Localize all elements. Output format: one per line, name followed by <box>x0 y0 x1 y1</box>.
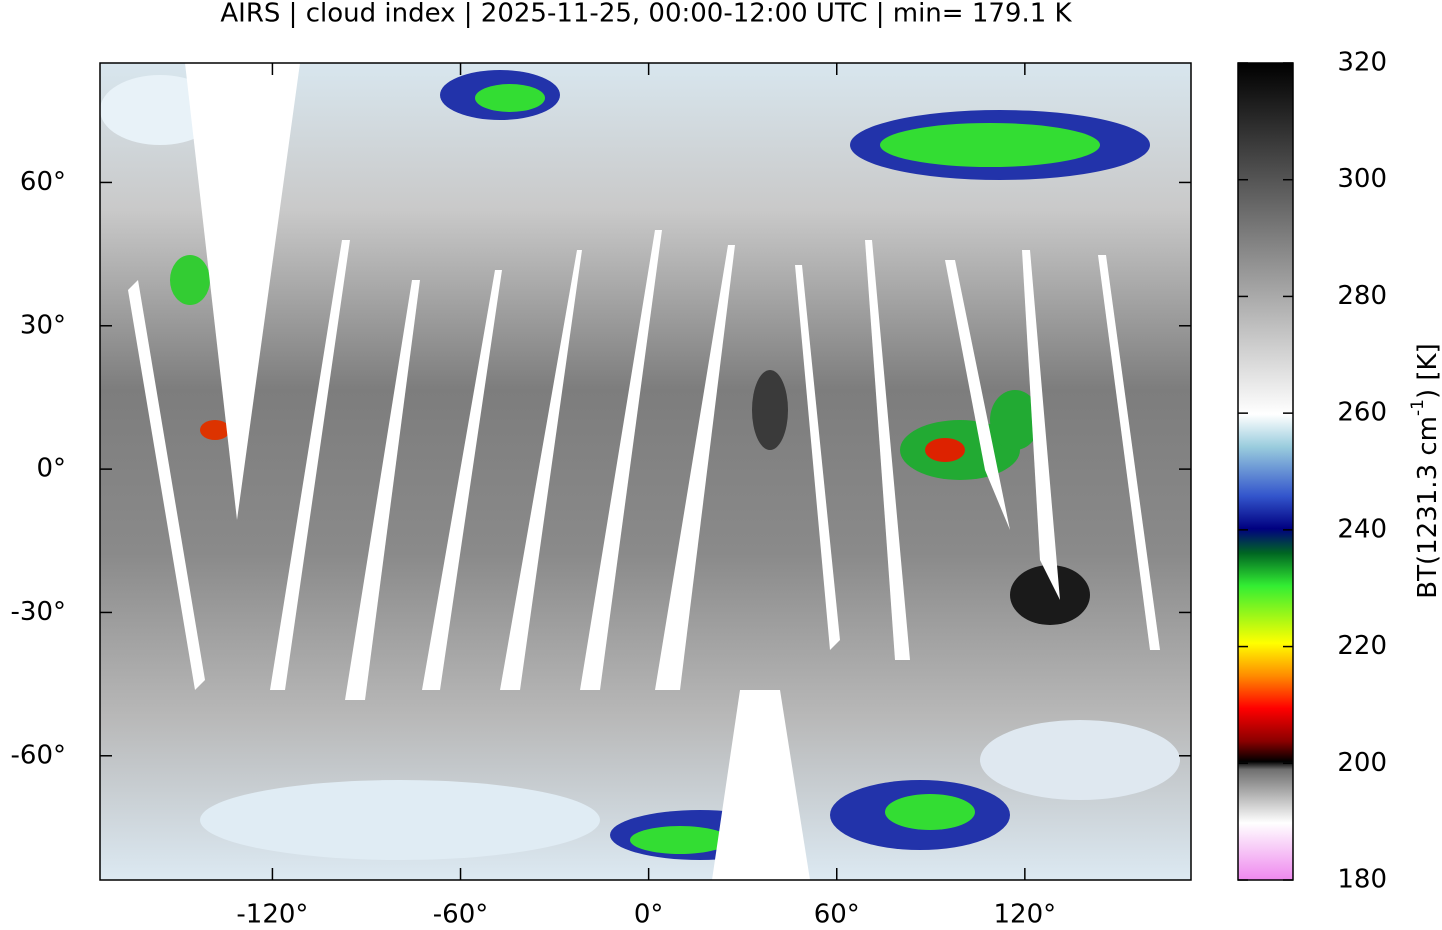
map-image <box>99 62 1192 881</box>
x-tick-label: 0° <box>634 900 664 930</box>
y-tick-label: 0° <box>36 454 66 484</box>
x-tick-label: -60° <box>433 900 488 930</box>
colorbar-label-sup: -1 <box>1408 399 1428 416</box>
colorbar-tick-label: 180 <box>1337 865 1387 895</box>
y-tick-label: -30° <box>11 597 66 627</box>
colorbar-tick-label: 320 <box>1337 48 1387 78</box>
x-tick-label: -120° <box>236 900 308 930</box>
colorbar-tick-label: 220 <box>1337 631 1387 661</box>
colorbar-label-main: BT(1231.3 cm <box>1413 416 1442 599</box>
colorbar <box>1237 62 1294 881</box>
colorbar-tick-label: 280 <box>1337 281 1387 311</box>
colorbar-label: BT(1231.3 cm-1) [K] <box>1408 343 1442 598</box>
y-tick-label: 30° <box>20 310 66 340</box>
chart-title: AIRS | cloud index | 2025-11-25, 00:00-1… <box>220 0 1072 29</box>
colorbar-tick-label: 260 <box>1337 398 1387 428</box>
colorbar-tick-label: 200 <box>1337 748 1387 778</box>
x-tick-label: 120° <box>994 900 1057 930</box>
y-tick-label: 60° <box>20 167 66 197</box>
colorbar-tick-label: 240 <box>1337 514 1387 544</box>
colorbar-tick-label: 300 <box>1337 164 1387 194</box>
colorbar-label-end: ) [K] <box>1413 343 1442 399</box>
x-tick-label: 60° <box>814 900 860 930</box>
y-tick-label: -60° <box>11 740 66 770</box>
